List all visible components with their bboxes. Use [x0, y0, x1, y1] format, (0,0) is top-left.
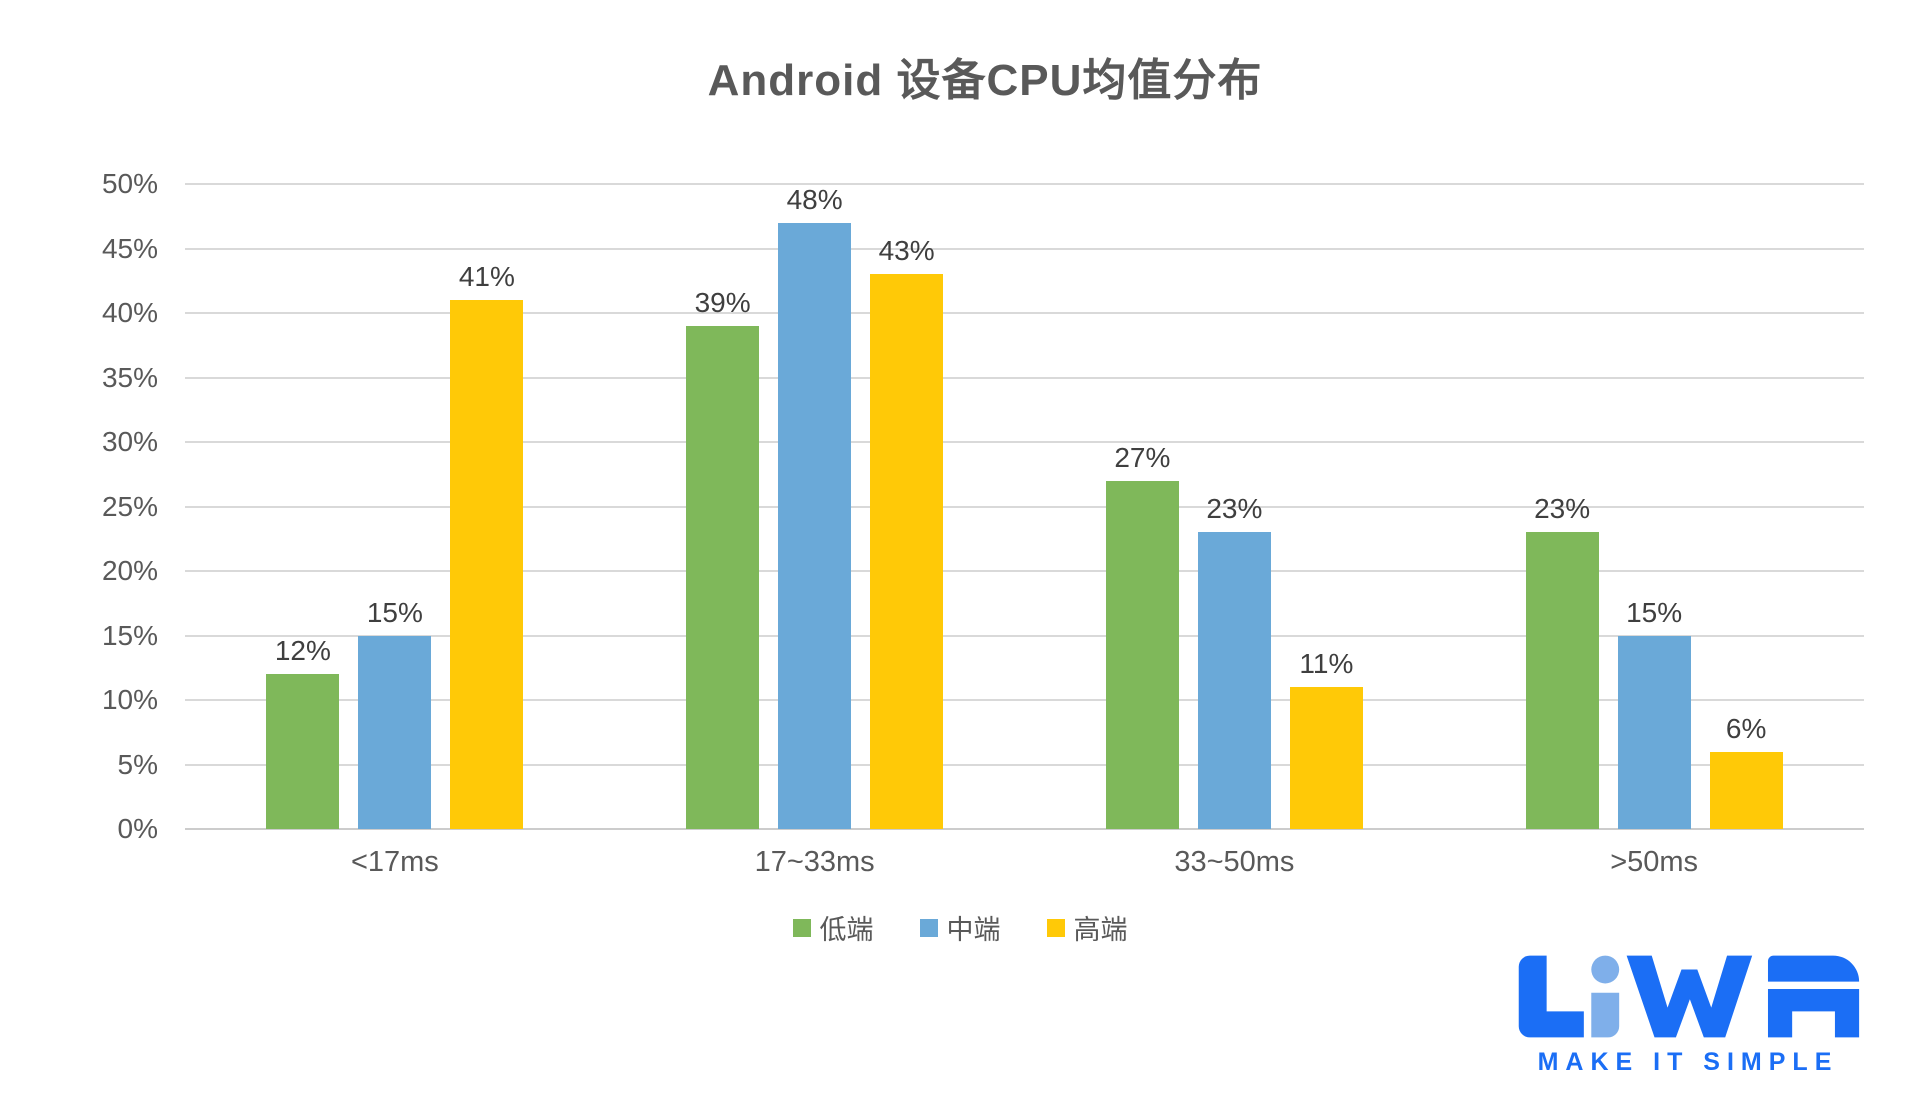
data-label: 15% — [1626, 596, 1683, 628]
data-label: 23% — [1534, 493, 1591, 525]
bar-高端-17~33ms — [870, 274, 944, 829]
data-label: 43% — [878, 235, 935, 267]
data-label: 12% — [274, 635, 331, 667]
bar-group-<17ms: 12% 15% 41% — [185, 184, 605, 829]
y-tick-label-25: 25% — [101, 490, 158, 522]
y-tick-label-0: 0% — [117, 813, 158, 844]
y-tick-label-50: 50% — [101, 168, 158, 199]
data-label: 41% — [458, 261, 515, 293]
bar-高端-<17ms — [450, 300, 524, 829]
bar-group-33~50ms: 27% 23% 11% — [1025, 184, 1445, 829]
plot-area: 12% 15% 41% 39% 48% 43% 27% 23% 11% 23% 15% 6% — [185, 183, 1864, 830]
bar-中端-33~50ms — [1197, 532, 1271, 829]
bar-col-高端->50ms: 6% — [1709, 184, 1783, 829]
bar-group->50ms: 23% 15% 6% — [1444, 184, 1864, 829]
bar-高端->50ms — [1709, 751, 1783, 829]
y-tick-label-20: 20% — [101, 555, 158, 586]
x-tick-label-17~33ms: 17~33ms — [754, 846, 875, 878]
bar-低端->50ms — [1525, 532, 1599, 829]
bar-col-低端-<17ms: 12% — [266, 184, 340, 829]
y-tick-label-45: 45% — [101, 232, 158, 264]
x-tick-label-<17ms: <17ms — [350, 846, 439, 878]
liwa-logo-icon — [1518, 955, 1860, 1038]
bar-低端-<17ms — [266, 674, 340, 829]
bar-低端-33~50ms — [1105, 480, 1179, 829]
gridline-5 — [185, 763, 1864, 766]
legend-marker-icon — [919, 918, 938, 937]
gridline-50 — [185, 183, 1864, 185]
data-label: 39% — [694, 286, 751, 318]
data-label: 23% — [1206, 493, 1263, 525]
data-label: 6% — [1725, 712, 1767, 744]
legend-marker-icon — [1046, 918, 1065, 937]
legend-label: 中端 — [946, 915, 1001, 945]
legend-item-高端: 高端 — [1046, 908, 1128, 947]
y-tick-label-10: 10% — [101, 684, 158, 715]
bar-低端-17~33ms — [686, 325, 760, 829]
legend-label: 高端 — [1073, 915, 1128, 945]
bar-高端-33~50ms — [1289, 687, 1363, 829]
bar-中端-<17ms — [358, 635, 432, 829]
legend-marker-icon — [792, 918, 811, 937]
bar-col-高端-33~50ms: 11% — [1289, 184, 1363, 829]
y-tick-label-30: 30% — [101, 426, 158, 457]
y-axis: 0% 5% 10% 15% 20% 25% 30% 35% 40% 45% 50% — [0, 168, 162, 844]
bar-col-中端-17~33ms: 48% — [778, 184, 852, 829]
bar-col-低端-33~50ms: 27% — [1105, 184, 1179, 829]
gridline-0 — [185, 828, 1864, 830]
bar-col-中端->50ms: 15% — [1617, 184, 1691, 829]
legend-item-低端: 低端 — [792, 908, 874, 947]
gridline-10 — [185, 699, 1864, 701]
legend: 低端 中端 高端 — [0, 908, 1920, 947]
bar-中端-17~33ms — [778, 223, 852, 829]
x-tick-label->50ms: >50ms — [1610, 846, 1699, 878]
bar-groups: 12% 15% 41% 39% 48% 43% 27% 23% 11% 23% 15% 6% — [185, 184, 1864, 829]
gridline-25 — [185, 505, 1864, 508]
x-tick-label-33~50ms: 33~50ms — [1174, 846, 1295, 878]
bar-group-17~33ms: 39% 48% 43% — [605, 184, 1025, 829]
bar-col-中端-33~50ms: 23% — [1197, 184, 1271, 829]
brand-logo: MAKE IT SIMPLE — [1502, 950, 1874, 1077]
bar-col-高端-<17ms: 41% — [450, 184, 524, 829]
gridline-20 — [185, 570, 1864, 572]
data-label: 15% — [366, 596, 423, 628]
logo-tagline: MAKE IT SIMPLE — [1537, 1048, 1839, 1076]
gridline-15 — [185, 634, 1864, 637]
bar-col-高端-17~33ms: 43% — [870, 184, 944, 829]
y-tick-label-5: 5% — [117, 748, 158, 780]
gridline-30 — [185, 441, 1864, 443]
data-label: 11% — [1299, 648, 1354, 680]
gridline-40 — [185, 312, 1864, 314]
legend-label: 低端 — [819, 915, 874, 945]
x-axis: <17ms 17~33ms 33~50ms >50ms — [185, 846, 1864, 879]
y-tick-label-35: 35% — [101, 361, 158, 393]
y-tick-label-40: 40% — [101, 297, 158, 328]
legend-item-中端: 中端 — [919, 908, 1001, 947]
data-label: 27% — [1114, 441, 1171, 473]
y-tick-label-15: 15% — [101, 619, 158, 651]
bar-中端->50ms — [1617, 635, 1691, 829]
bar-col-低端-17~33ms: 39% — [686, 184, 760, 829]
chart-title: Android 设备CPU均值分布 — [707, 56, 1263, 105]
data-label: 48% — [786, 184, 843, 215]
bar-col-中端-<17ms: 15% — [358, 184, 432, 829]
gridline-35 — [185, 376, 1864, 379]
gridline-45 — [185, 247, 1864, 250]
bar-col-低端->50ms: 23% — [1525, 184, 1599, 829]
